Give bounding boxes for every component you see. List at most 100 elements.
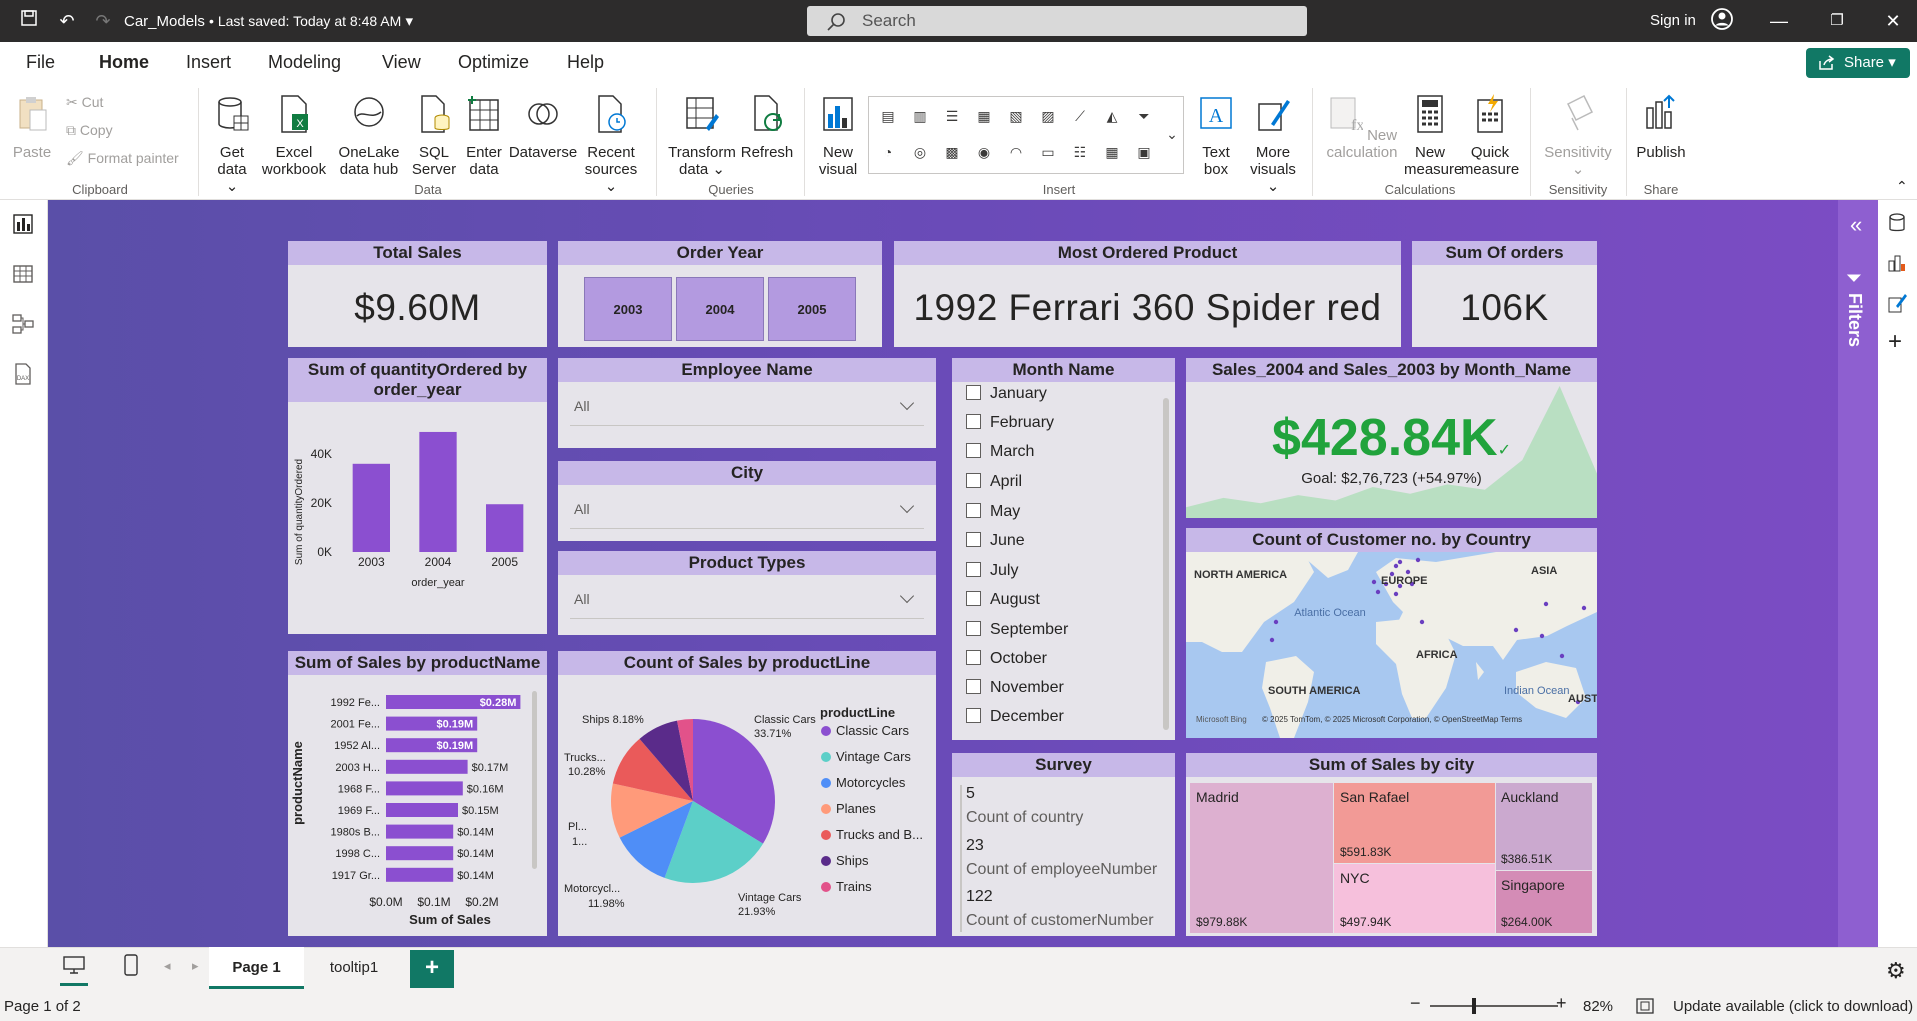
month-option[interactable]: June (966, 532, 1025, 550)
month-option[interactable]: February (966, 414, 1054, 432)
zoom-out-button[interactable]: − (1410, 993, 1421, 1013)
checkbox[interactable] (966, 562, 981, 577)
new-calculation-button[interactable]: fx New calculation (1320, 94, 1404, 161)
city-dropdown[interactable]: All (570, 489, 924, 529)
clustered-column-icon[interactable]: ▦ (977, 108, 991, 124)
publish-button[interactable]: Publish (1630, 94, 1692, 161)
zoom-slider[interactable] (1430, 1005, 1558, 1007)
data-pane-icon[interactable] (1886, 212, 1908, 239)
checkbox[interactable] (966, 591, 981, 606)
dax-query-icon[interactable]: DAX (11, 362, 35, 386)
fit-to-page-icon[interactable] (1636, 998, 1654, 1019)
refresh-button[interactable]: Refresh (738, 94, 796, 161)
enter-data-button[interactable]: Enter data (460, 94, 508, 178)
more-visuals-button[interactable]: More visuals ⌄ (1244, 94, 1302, 195)
treemap-icon[interactable]: ▩ (945, 144, 959, 160)
product-types-dropdown[interactable]: All (570, 579, 924, 619)
sensitivity-button[interactable]: Sensitivity ⌄ (1538, 94, 1618, 178)
visual-gallery[interactable]: ▤ ▥ ☰ ▦ ▧ ▨ ⟋ ◭ ⏷ ◔ ◎ ▩ ◉ ◠ ▭ ☷ ▦ ▣ ⌄ (868, 96, 1184, 174)
undo-icon[interactable]: ↶ (59, 11, 75, 31)
collapse-ribbon-icon[interactable]: ⌃ (1896, 178, 1908, 194)
account-icon[interactable] (1709, 7, 1735, 33)
expand-filters-icon[interactable]: « (1850, 212, 1863, 237)
restore-icon[interactable]: ❐ (1830, 12, 1844, 29)
filters-label[interactable]: ⏷ Filters (1845, 270, 1865, 348)
recent-sources-button[interactable]: Recent sources ⌄ (578, 94, 644, 195)
desktop-layout-icon[interactable] (60, 955, 88, 986)
treemap-cell-auckland[interactable]: Auckland $386.51K (1496, 783, 1592, 870)
month-option[interactable]: July (966, 562, 1018, 580)
customer-map[interactable]: Count of Customer no. by Country NORTH A… (1186, 528, 1597, 738)
month-option[interactable]: December (966, 708, 1064, 726)
search-input[interactable]: Search (807, 6, 1307, 36)
table-visual-icon[interactable]: ▦ (1105, 144, 1119, 160)
checkbox[interactable] (966, 708, 981, 723)
zoom-slider-thumb[interactable] (1472, 998, 1476, 1014)
month-option[interactable]: October (966, 650, 1047, 668)
prev-page-icon[interactable]: ◂ (164, 958, 171, 973)
new-visual-button[interactable]: New visual (812, 94, 864, 178)
ribbon-chart-icon[interactable]: ▨ (1041, 108, 1055, 124)
treemap-cell-singapore[interactable]: Singapore $264.00K (1496, 871, 1592, 933)
treemap-cell-madrid[interactable]: Madrid $979.88K (1190, 783, 1333, 933)
close-icon[interactable]: ✕ (1885, 11, 1901, 31)
menu-modeling[interactable]: Modeling (268, 52, 342, 72)
sales-by-productline-chart[interactable]: Count of Sales by productLine productLin… (558, 651, 936, 936)
stacked-bar-icon[interactable]: ▤ (881, 108, 895, 124)
kpi-icon[interactable]: ☷ (1073, 144, 1087, 160)
gauge-icon[interactable]: ◠ (1009, 144, 1023, 160)
month-option[interactable]: August (966, 591, 1040, 609)
mobile-layout-icon[interactable] (124, 954, 138, 981)
month-option[interactable]: January (966, 385, 1047, 403)
month-option[interactable]: March (966, 443, 1034, 461)
stacked-column-icon[interactable]: ▥ (913, 108, 927, 124)
survey-card[interactable]: Survey 5 Count of country 23 Count of em… (952, 753, 1175, 936)
update-available-link[interactable]: Update available (click to download) (1673, 998, 1914, 1015)
year-2004-button[interactable]: 2004 (676, 277, 764, 341)
map-icon[interactable]: ◉ (977, 144, 991, 160)
funnel-icon[interactable]: ⏷ (1138, 108, 1150, 124)
donut-chart-icon[interactable]: ◎ (913, 144, 927, 160)
checkbox[interactable] (966, 503, 981, 518)
sign-in-link[interactable]: Sign in (1650, 12, 1696, 29)
copy-button[interactable]: ⧉ Copy (66, 122, 113, 138)
menu-insert[interactable]: Insert (186, 52, 232, 72)
most-ordered-product-card[interactable]: Most Ordered Product 1992 Ferrari 360 Sp… (894, 241, 1401, 347)
pie-chart-icon[interactable]: ◔ (883, 144, 893, 160)
year-2005-button[interactable]: 2005 (768, 277, 856, 341)
month-option[interactable]: September (966, 621, 1068, 639)
card-icon[interactable]: ▭ (1041, 144, 1055, 160)
onelake-button[interactable]: OneLake data hub (330, 94, 408, 178)
checkbox[interactable] (966, 385, 981, 400)
checkbox[interactable] (966, 443, 981, 458)
menu-help[interactable]: Help (567, 52, 605, 72)
checkbox[interactable] (966, 621, 981, 636)
add-pane-icon[interactable]: + (1888, 328, 1903, 355)
paste-button[interactable]: Paste (10, 94, 54, 161)
column-chart-icon[interactable]: ▧ (1009, 108, 1023, 124)
sql-server-button[interactable]: SQL Server (410, 94, 458, 178)
visualizations-pane-icon[interactable] (1886, 252, 1908, 279)
sum-of-orders-card[interactable]: Sum Of orders 106K (1412, 241, 1597, 347)
checkbox[interactable] (966, 679, 981, 694)
file-title[interactable]: Car_Models • Last saved: Today at 8:48 A… (124, 13, 413, 30)
settings-icon[interactable]: ⚙ (1886, 958, 1906, 983)
transform-data-button[interactable]: Transform data ⌄ (666, 94, 738, 178)
year-2003-button[interactable]: 2003 (584, 277, 672, 341)
month-option[interactable]: November (966, 679, 1064, 697)
chevron-down-icon[interactable]: ⌄ (1166, 126, 1178, 142)
employee-name-dropdown[interactable]: All (570, 386, 924, 426)
checkbox[interactable] (966, 532, 981, 547)
treemap-cell-nyc[interactable]: NYC $497.94K (1334, 864, 1495, 933)
tab-tooltip1[interactable]: tooltip1 (329, 959, 379, 976)
add-page-button[interactable]: + (410, 950, 454, 988)
new-measure-button[interactable]: New measure (1404, 94, 1462, 178)
menu-file[interactable]: File (26, 52, 56, 72)
share-button[interactable]: Share ▾ (1806, 48, 1910, 78)
get-data-button[interactable]: Get data ⌄ (208, 94, 256, 195)
month-option[interactable]: April (966, 473, 1022, 491)
quantity-by-year-chart[interactable]: Sum of quantityOrdered by order_year Sum… (288, 358, 547, 634)
minimize-icon[interactable]: — (1770, 11, 1788, 31)
zoom-in-button[interactable]: + (1556, 993, 1567, 1013)
excel-workbook-button[interactable]: X Excel workbook (258, 94, 330, 178)
